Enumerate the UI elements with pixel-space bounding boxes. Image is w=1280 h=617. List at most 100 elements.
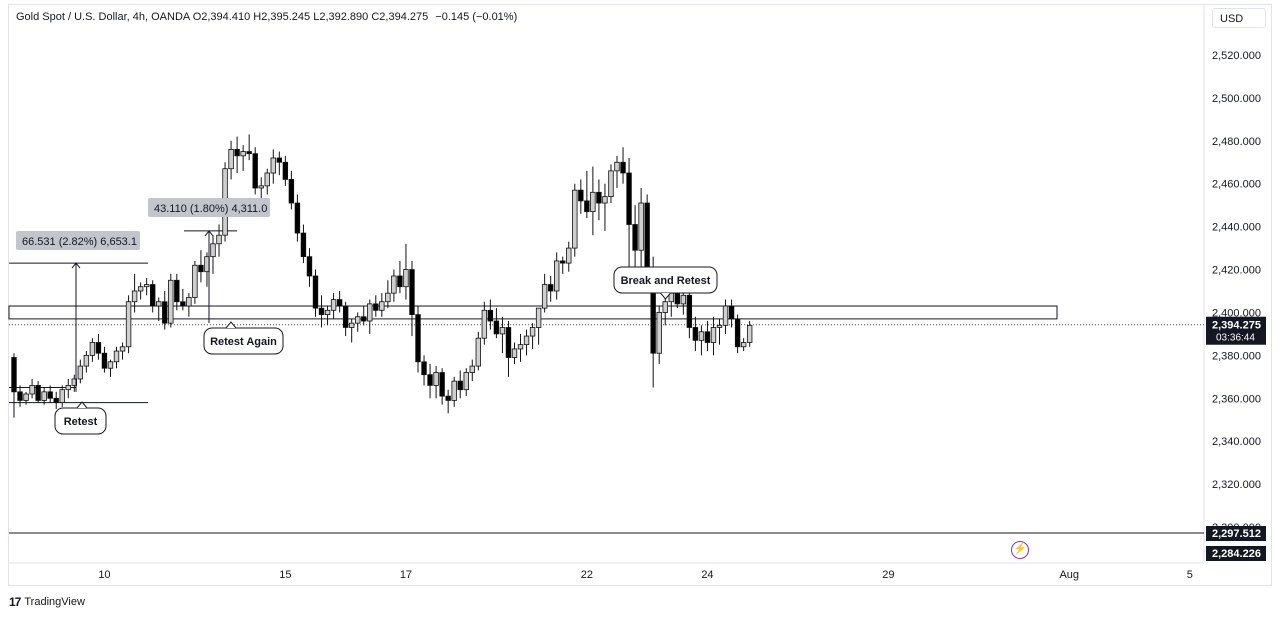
- candle-body: [143, 284, 150, 288]
- candle-body: [149, 284, 156, 307]
- candle-body: [421, 361, 427, 376]
- tradingview-branding[interactable]: 17 TradingView: [9, 595, 85, 609]
- candle-body: [535, 307, 542, 328]
- candle-body: [511, 348, 518, 358]
- candle-body: [240, 151, 246, 157]
- candle-body: [330, 299, 337, 311]
- candle-body: [644, 202, 650, 268]
- candle-body: [662, 301, 668, 313]
- branding-text: TradingView: [24, 596, 85, 608]
- x-tick-label: 22: [581, 569, 593, 581]
- callout-retest-tail: [76, 401, 88, 409]
- candle-body: [439, 372, 445, 397]
- candle-body: [348, 322, 355, 328]
- measure-arrow-1-head: [71, 262, 81, 269]
- candle-body: [367, 303, 373, 322]
- candle-body: [541, 284, 548, 309]
- candle-body: [698, 331, 705, 341]
- candle-body: [379, 301, 385, 311]
- candle-body: [529, 327, 536, 337]
- candle-body: [680, 294, 687, 305]
- candle-body: [746, 324, 753, 343]
- candle-body: [228, 148, 234, 170]
- candle-body: [156, 301, 162, 307]
- chart-frame[interactable]: [8, 4, 1272, 586]
- candle-body: [294, 202, 301, 234]
- chart-legend: Gold Spot / U.S. Dollar, 4h, OANDA O2,39…: [16, 11, 517, 23]
- candle-body: [113, 350, 120, 363]
- candle-body: [584, 200, 590, 213]
- candle-body: [614, 161, 620, 172]
- lightning-icon[interactable]: ⚡: [1011, 541, 1029, 559]
- candle-body: [65, 384, 71, 391]
- candle-body: [252, 153, 258, 189]
- candle-body: [53, 397, 59, 403]
- x-tick-label: 10: [98, 569, 110, 581]
- candle-body: [620, 161, 626, 174]
- callout-retest-again: Retest Again: [210, 336, 277, 348]
- measure-label-1-box: [16, 231, 140, 250]
- candle-body: [137, 286, 144, 292]
- candle-body: [554, 260, 560, 292]
- candle-body: [391, 275, 397, 294]
- candle-body: [469, 365, 475, 373]
- candle-body: [445, 395, 451, 401]
- candle-body: [264, 172, 270, 187]
- candle-body: [547, 284, 554, 292]
- candle-body: [11, 357, 17, 393]
- x-tick-label: Aug: [1059, 569, 1079, 581]
- candle-body: [596, 191, 602, 204]
- y-tick-label: 2,340.000: [1212, 436, 1261, 448]
- candle-body: [71, 378, 77, 386]
- candle-body: [336, 299, 343, 307]
- candle-body: [258, 185, 264, 189]
- candle-body: [276, 157, 283, 163]
- candle-body: [29, 384, 35, 395]
- candle-body: [656, 312, 662, 354]
- candle-body: [270, 157, 276, 174]
- candle-body: [192, 264, 198, 298]
- candle-body: [451, 380, 457, 401]
- current-price-label: 2,394.275: [1212, 320, 1261, 332]
- callout-break-and-retest-tail: [660, 292, 671, 300]
- x-tick-label: 17: [400, 569, 412, 581]
- candle-body: [674, 292, 680, 305]
- candle-body: [125, 301, 132, 348]
- candle-body: [210, 243, 216, 258]
- candle-body: [324, 309, 331, 315]
- low-price-label: 2,297.512: [1212, 528, 1261, 540]
- candle-body: [481, 309, 488, 339]
- candle-body: [107, 361, 114, 369]
- second-price-label-bg: [1206, 546, 1266, 561]
- candle-body: [17, 391, 23, 401]
- candle-body: [89, 342, 96, 356]
- candle-body: [95, 342, 102, 354]
- candle-body: [427, 374, 433, 386]
- candle-body: [722, 305, 729, 326]
- y-tick-label: 2,360.000: [1212, 393, 1261, 405]
- candle-body: [638, 202, 644, 251]
- second-price-label: 2,284.226: [1212, 548, 1261, 560]
- legend-change: −0.145 (−0.01%): [435, 11, 518, 23]
- candle-body: [716, 324, 723, 328]
- candle-body: [704, 331, 711, 343]
- candle-body: [47, 391, 53, 399]
- candle-body: [119, 346, 126, 352]
- candle-body: [246, 151, 252, 155]
- candle-body: [487, 309, 494, 322]
- candle-body: [306, 256, 313, 277]
- candle-body: [361, 316, 367, 322]
- x-tick-label: 5: [1187, 569, 1193, 581]
- candle-body: [216, 234, 222, 245]
- candle-body: [300, 232, 307, 258]
- callout-retest-again-bubble: [203, 327, 284, 355]
- resistance-zone: [8, 305, 1058, 320]
- y-tick-label: 2,480.000: [1212, 136, 1261, 148]
- candle-body: [415, 314, 421, 363]
- currency-button[interactable]: USD: [1212, 8, 1266, 28]
- measure-label-2-box: [148, 198, 270, 217]
- legend-symbol: Gold Spot / U.S. Dollar, 4h, OANDA: [16, 11, 190, 23]
- candle-body: [710, 327, 717, 343]
- candle-body: [174, 279, 180, 303]
